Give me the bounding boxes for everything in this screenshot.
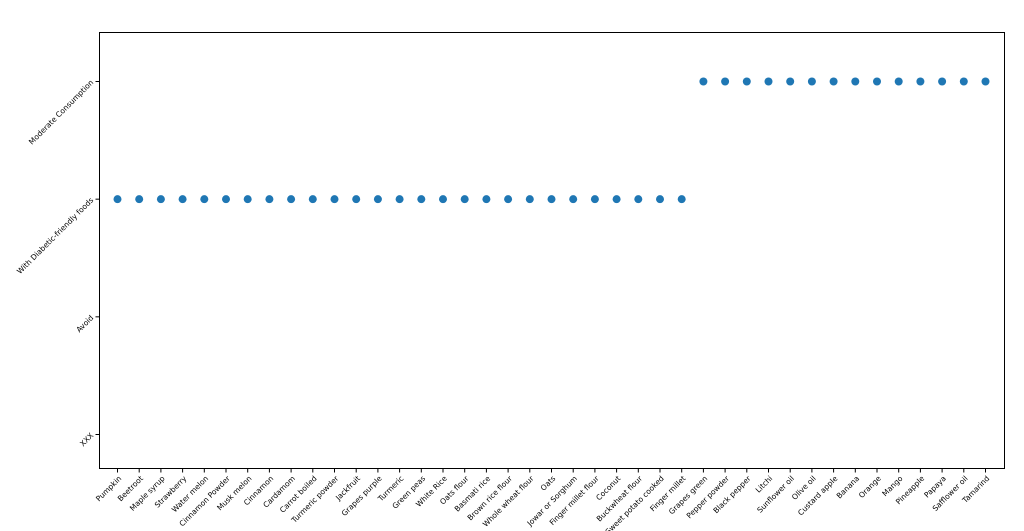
point [178,195,187,204]
point [222,195,230,204]
point [200,195,209,204]
point [590,195,599,204]
x-tick-label: Banana [835,474,861,500]
x-tick-label: Orange [857,474,883,500]
point [612,195,621,204]
x-tick-label: Oats [539,474,558,493]
point [807,77,816,86]
point [308,195,317,204]
point [677,195,686,204]
point [504,195,513,204]
y-tick-label: With Diabetic-friendly foods [15,196,95,276]
point [569,195,578,204]
y-tick-label: Moderate Consumption [27,78,96,147]
point [959,77,968,86]
point [417,195,426,204]
point [916,77,925,86]
y-tick-label: XXX [78,431,95,448]
point [786,77,795,86]
point [395,195,404,204]
point [439,195,447,204]
point [873,77,881,86]
point [894,77,903,86]
point [547,195,556,204]
point [330,195,339,204]
point [243,195,252,204]
point [460,195,469,204]
point [938,77,947,86]
point [656,195,664,204]
point [352,195,361,204]
point [981,77,990,86]
point [113,195,122,204]
point [482,195,491,204]
point [135,195,144,204]
point [156,195,165,204]
point [525,195,534,204]
point [742,77,751,86]
point [764,77,773,86]
y-tick-label: Avoid [74,313,95,334]
point [721,77,730,86]
point [829,77,838,86]
axes-frame [99,32,1005,469]
point [265,195,274,204]
point [287,195,296,204]
point [634,195,643,204]
x-tick-label: Custard apple [796,474,840,518]
point [699,77,708,86]
point [851,77,860,86]
point [373,195,382,204]
